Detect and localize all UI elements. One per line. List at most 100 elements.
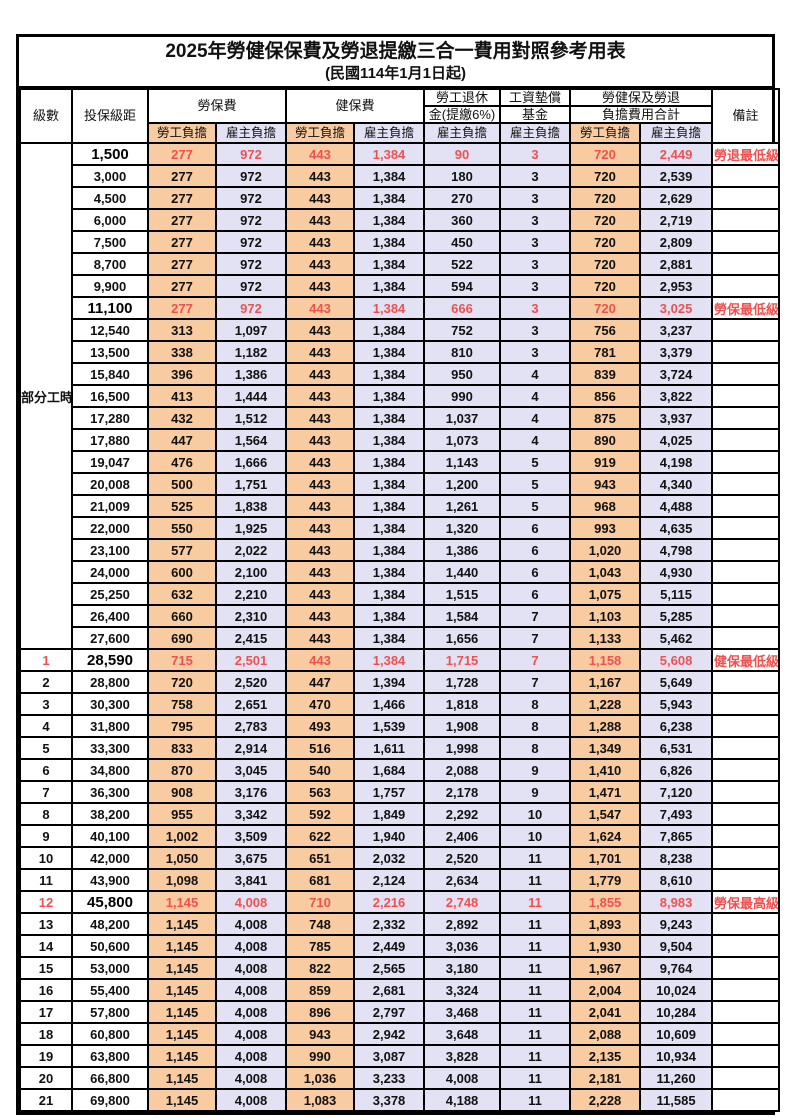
cell-remark xyxy=(711,252,781,277)
cell-health-employee: 681 xyxy=(285,868,356,893)
cell-labor-employer: 1,838 xyxy=(214,494,288,519)
cell-labor-employee: 720 xyxy=(147,670,217,695)
cell-health-employee: 443 xyxy=(285,252,356,277)
cell-labor-employee: 1,145 xyxy=(147,1066,217,1091)
cell-health-employer: 1,384 xyxy=(353,318,426,343)
cell-labor-employer: 972 xyxy=(214,142,288,167)
cell-labor-employer: 972 xyxy=(214,296,288,321)
cell-level: 9 xyxy=(19,824,73,849)
cell-remark xyxy=(711,956,781,981)
cell-total-employer: 5,462 xyxy=(639,626,714,651)
cell-health-employer: 2,032 xyxy=(353,846,426,871)
cell-labor-employer: 2,501 xyxy=(214,648,288,673)
cell-total-employer: 4,340 xyxy=(639,472,714,497)
cell-total-employee: 1,043 xyxy=(569,560,642,585)
cell-health-employer: 1,539 xyxy=(353,714,426,739)
cell-total-employer: 2,629 xyxy=(639,186,714,211)
cell-health-employee: 443 xyxy=(285,428,356,453)
cell-pension-employer: 4,008 xyxy=(423,1066,502,1091)
cell-labor-employer: 3,675 xyxy=(214,846,288,871)
cell-health-employer: 2,565 xyxy=(353,956,426,981)
cell-pension-employer: 180 xyxy=(423,164,502,189)
cell-total-employee: 943 xyxy=(569,472,642,497)
subheader-health-employer: 雇主負擔 xyxy=(353,122,426,145)
cell-labor-employee: 715 xyxy=(147,648,217,673)
cell-wage-fund-employer: 11 xyxy=(499,934,572,959)
cell-labor-employee: 870 xyxy=(147,758,217,783)
cell-health-employer: 2,332 xyxy=(353,912,426,937)
table-row: 17,880 447 1,564 443 1,384 1,073 4 890 4,025 xyxy=(20,428,781,453)
cell-pension-employer: 3,324 xyxy=(423,978,502,1003)
cell-bracket: 36,300 xyxy=(71,780,149,805)
cell-total-employee: 993 xyxy=(569,516,642,541)
header-row-groups: 級數 投保級距 勞保費 健保費 勞工退休 工資墊償 勞健保及勞退 備註 xyxy=(19,88,781,145)
cell-labor-employee: 908 xyxy=(147,780,217,805)
cell-health-employer: 1,384 xyxy=(353,230,426,255)
cell-total-employer: 10,284 xyxy=(639,1000,714,1025)
cell-health-employee: 443 xyxy=(285,472,356,497)
cell-total-employee: 890 xyxy=(569,428,642,453)
cell-pension-employer: 2,406 xyxy=(423,824,502,849)
cell-health-employee: 540 xyxy=(285,758,356,783)
cell-total-employee: 1,701 xyxy=(569,846,642,871)
cell-labor-employer: 4,008 xyxy=(214,1066,288,1091)
cell-total-employee: 1,288 xyxy=(569,714,642,739)
cell-level: 5 xyxy=(19,736,73,761)
cell-pension-employer: 1,037 xyxy=(423,406,502,431)
cell-total-employer: 6,238 xyxy=(639,714,714,739)
cell-pension-employer: 2,292 xyxy=(423,802,502,827)
cell-remark xyxy=(711,670,781,695)
cell-remark xyxy=(711,516,781,541)
cell-health-employee: 563 xyxy=(285,780,356,805)
cell-pension-employer: 3,648 xyxy=(423,1022,502,1047)
cell-labor-employer: 2,415 xyxy=(214,626,288,651)
cell-bracket: 48,200 xyxy=(71,912,149,937)
cell-total-employer: 7,493 xyxy=(639,802,714,827)
cell-health-employee: 443 xyxy=(285,274,356,299)
table-row: 7 36,300 908 3,176 563 1,757 2,178 9 1,471 7,120 xyxy=(19,780,781,805)
table-row: 18 60,800 1,145 4,008 943 2,942 3,648 11 2,088 10… xyxy=(19,1022,781,1047)
cell-remark xyxy=(711,978,781,1003)
table-row: 17 57,800 1,145 4,008 896 2,797 3,468 11 2,041 10… xyxy=(19,1000,781,1025)
cell-health-employer: 1,466 xyxy=(353,692,426,717)
table-row: 23,100 577 2,022 443 1,384 1,386 6 1,020 4,798 xyxy=(20,538,781,563)
title-block: 2025年勞健保保費及勞退提繳三合一費用對照參考用表 (民國114年1月1日起) xyxy=(19,37,772,89)
table-row: 25,250 632 2,210 443 1,384 1,515 6 1,075 5,115 xyxy=(20,582,781,607)
cell-health-employer: 1,384 xyxy=(353,406,426,431)
cell-level: 11 xyxy=(19,868,73,893)
table-row: 21,009 525 1,838 443 1,384 1,261 5 968 4,488 xyxy=(20,494,781,519)
cell-remark xyxy=(711,472,781,497)
cell-wage-fund-employer: 10 xyxy=(499,824,572,849)
table-row: 5 33,300 833 2,914 516 1,611 1,998 8 1,349 6,531 xyxy=(19,736,781,761)
cell-labor-employee: 396 xyxy=(147,362,217,387)
cell-health-employee: 447 xyxy=(285,670,356,695)
table-row: 15 53,000 1,145 4,008 822 2,565 3,180 11 1,967 9,… xyxy=(19,956,781,981)
cell-total-employer: 9,504 xyxy=(639,934,714,959)
cell-health-employee: 443 xyxy=(285,186,356,211)
cell-health-employer: 1,384 xyxy=(353,142,426,167)
cell-pension-employer: 752 xyxy=(423,318,502,343)
cell-pension-employer: 1,515 xyxy=(423,582,502,607)
table-row: 6 34,800 870 3,045 540 1,684 2,088 9 1,410 6,826 xyxy=(19,758,781,783)
cell-total-employee: 1,103 xyxy=(569,604,642,629)
cell-wage-fund-employer: 9 xyxy=(499,758,572,783)
cell-bracket: 33,300 xyxy=(71,736,149,761)
cell-total-employee: 1,779 xyxy=(569,868,642,893)
cell-wage-fund-employer: 8 xyxy=(499,736,572,761)
cell-health-employer: 1,384 xyxy=(353,362,426,387)
cell-bracket: 6,000 xyxy=(71,208,149,233)
cell-bracket: 50,600 xyxy=(71,934,149,959)
cell-health-employee: 785 xyxy=(285,934,356,959)
cell-bracket: 24,000 xyxy=(71,560,149,585)
cell-level: 10 xyxy=(19,846,73,871)
cell-bracket: 8,700 xyxy=(71,252,149,277)
table-row: 21 69,800 1,145 4,008 1,083 3,378 4,188 11 2,228… xyxy=(19,1088,781,1113)
cell-total-employer: 2,539 xyxy=(639,164,714,189)
cell-total-employee: 1,158 xyxy=(569,648,642,673)
cell-labor-employee: 447 xyxy=(147,428,217,453)
cell-level: 7 xyxy=(19,780,73,805)
cell-level: 17 xyxy=(19,1000,73,1025)
cell-bracket: 27,600 xyxy=(71,626,149,651)
cell-total-employee: 720 xyxy=(569,296,642,321)
cell-wage-fund-employer: 3 xyxy=(499,164,572,189)
